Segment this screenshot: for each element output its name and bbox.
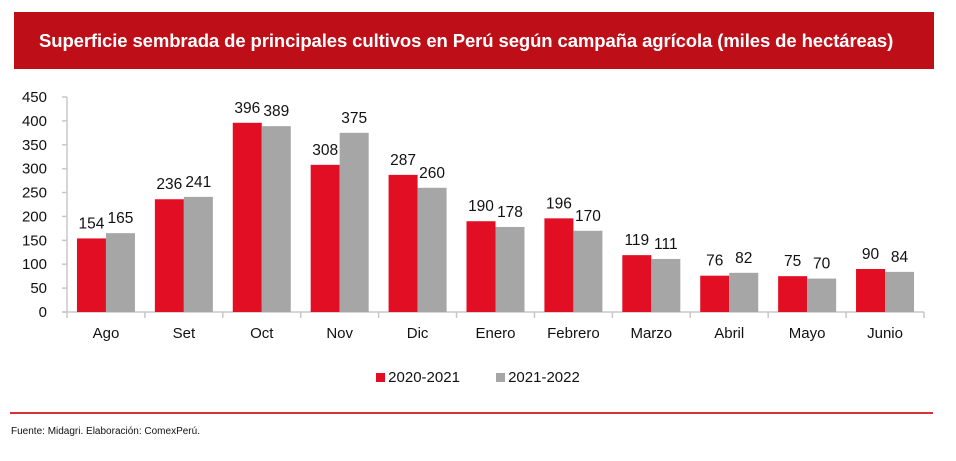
data-label: 154 (79, 215, 105, 232)
bar-2021-2022-Marzo[interactable] (651, 258, 681, 312)
source-note: Fuente: Midagri. Elaboración: ComexPerú. (11, 426, 200, 437)
chart-title: Superficie sembrada de principales culti… (14, 12, 934, 69)
x-tick-label: Set (173, 325, 196, 342)
bar-2020-2021-Enero[interactable] (466, 221, 496, 312)
bar-2021-2022-Junio[interactable] (885, 271, 915, 312)
x-tick-label: Marzo (630, 325, 672, 342)
y-tick-label: 200 (22, 208, 47, 225)
bar-2020-2021-Febrero[interactable] (544, 218, 574, 312)
data-label: 241 (185, 174, 211, 191)
bar-2021-2022-Nov[interactable] (339, 132, 369, 312)
y-tick-label: 300 (22, 161, 47, 178)
x-tick-label: Junio (867, 325, 903, 342)
y-tick-label: 150 (22, 232, 47, 249)
data-labels: 154 236 396 308 287 190 196 119 76 75 90 165 241 389 3… (79, 100, 909, 273)
y-axis: 0 50 100 150 200 250 300 350 400 450 (22, 89, 68, 321)
y-tick-label: 100 (22, 256, 47, 273)
x-tick-label: Nov (326, 325, 353, 342)
data-label: 76 (706, 253, 723, 270)
data-label: 389 (263, 103, 289, 120)
data-label: 70 (813, 256, 831, 273)
x-tick-label: Dic (407, 325, 429, 342)
y-tick-label: 350 (22, 137, 47, 154)
data-label: 82 (735, 250, 752, 267)
x-tick-label: Enero (475, 325, 515, 342)
data-label: 236 (156, 176, 182, 193)
x-axis: Ago Set Oct Nov Dic Enero Febrero Marzo Abril May… (62, 311, 925, 342)
bar-2020-2021-Mayo[interactable] (778, 276, 808, 312)
bar-2021-2022-Mayo[interactable] (807, 278, 837, 312)
x-tick-label: Oct (250, 325, 274, 342)
divider-line (10, 412, 933, 414)
x-tick-label: Mayo (789, 325, 826, 342)
x-tick-label: Febrero (547, 325, 600, 342)
bar-2020-2021-Marzo[interactable] (622, 255, 652, 312)
bar-2021-2022-Ago[interactable] (105, 233, 135, 312)
data-label: 260 (419, 165, 445, 182)
data-label: 396 (234, 100, 260, 117)
data-label: 287 (390, 152, 416, 169)
bar-2021-2022-Abril[interactable] (729, 272, 759, 312)
bar-2020-2021-Ago[interactable] (76, 238, 106, 312)
data-label: 196 (546, 195, 572, 212)
y-tick-label: 250 (22, 185, 47, 202)
bar-2021-2022-Oct[interactable] (261, 126, 291, 313)
bar-2020-2021-Nov[interactable] (310, 164, 340, 312)
y-tick-label: 0 (39, 304, 47, 321)
data-label: 178 (497, 204, 523, 221)
bar-2021-2022-Febrero[interactable] (573, 230, 603, 312)
data-label: 111 (654, 236, 678, 253)
data-label: 170 (575, 208, 601, 225)
data-label: 165 (108, 210, 134, 227)
bar-2021-2022-Set[interactable] (183, 196, 213, 312)
bar-2021-2022-Dic[interactable] (417, 187, 447, 312)
legend-label: 2020-2021 (388, 369, 460, 386)
bar-2021-2022-Enero[interactable] (495, 226, 525, 312)
data-label: 75 (784, 253, 801, 270)
legend-swatch-gray (496, 373, 506, 382)
data-label: 84 (891, 249, 909, 266)
data-label: 90 (862, 246, 880, 263)
x-tick-label: Abril (714, 325, 744, 342)
data-label: 375 (341, 110, 367, 127)
y-tick-label: 400 (22, 113, 47, 130)
data-label: 119 (624, 232, 649, 249)
legend-swatch-red (376, 373, 386, 382)
y-tick-label: 50 (30, 280, 47, 297)
legend-label: 2021-2022 (508, 369, 580, 386)
bar-2020-2021-Oct[interactable] (232, 122, 262, 312)
bar-2020-2021-Abril[interactable] (700, 275, 730, 312)
y-tick-label: 450 (22, 89, 47, 106)
bar-2020-2021-Set[interactable] (154, 199, 184, 312)
legend: 2020-2021 2021-2022 (0, 369, 956, 386)
legend-item-2021-2022[interactable]: 2021-2022 (496, 369, 580, 386)
bar-2020-2021-Junio[interactable] (856, 269, 886, 312)
bars (76, 122, 915, 313)
legend-item-2020-2021[interactable]: 2020-2021 (376, 369, 460, 386)
data-label: 308 (312, 142, 338, 159)
data-label: 190 (468, 198, 494, 215)
x-tick-label: Ago (93, 325, 120, 342)
bar-2020-2021-Dic[interactable] (388, 174, 418, 312)
